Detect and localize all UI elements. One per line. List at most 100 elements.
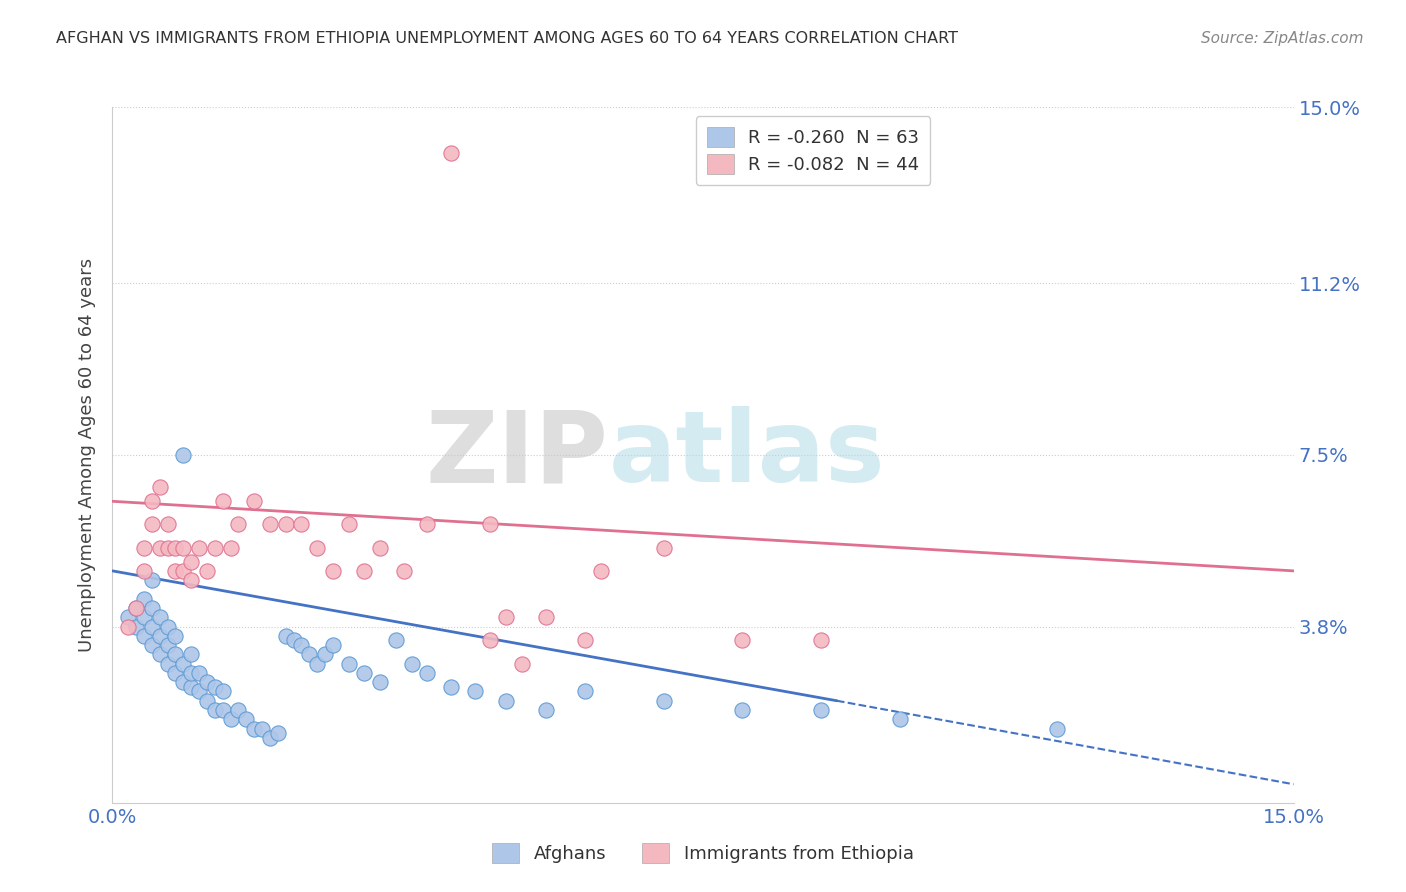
Point: [267, 726, 290, 740]
Point: [141, 638, 163, 652]
Point: [416, 665, 439, 680]
Point: [211, 684, 233, 698]
Point: [259, 731, 281, 745]
Point: [204, 680, 226, 694]
Point: [125, 601, 148, 615]
Point: [141, 494, 163, 508]
Point: [149, 541, 172, 555]
Point: [180, 573, 202, 587]
Point: [314, 648, 336, 662]
Point: [117, 619, 139, 633]
Point: [337, 657, 360, 671]
Point: [195, 694, 218, 708]
Point: [385, 633, 408, 648]
Point: [495, 694, 517, 708]
Point: [117, 610, 139, 624]
Point: [156, 517, 179, 532]
Point: [440, 680, 463, 694]
Point: [156, 541, 179, 555]
Point: [188, 684, 211, 698]
Point: [219, 712, 242, 726]
Point: [149, 480, 172, 494]
Point: [180, 680, 202, 694]
Point: [228, 703, 250, 717]
Point: [307, 657, 329, 671]
Point: [204, 541, 226, 555]
Point: [889, 712, 911, 726]
Point: [156, 657, 179, 671]
Point: [322, 564, 344, 578]
Point: [353, 564, 375, 578]
Point: [392, 564, 415, 578]
Point: [534, 703, 557, 717]
Point: [156, 638, 179, 652]
Point: [180, 648, 202, 662]
Point: [180, 665, 202, 680]
Point: [149, 648, 172, 662]
Point: [274, 517, 297, 532]
Point: [172, 657, 194, 671]
Point: [589, 564, 612, 578]
Point: [125, 619, 148, 633]
Point: [165, 564, 187, 578]
Y-axis label: Unemployment Among Ages 60 to 64 years: Unemployment Among Ages 60 to 64 years: [77, 258, 96, 652]
Text: Source: ZipAtlas.com: Source: ZipAtlas.com: [1201, 31, 1364, 46]
Point: [534, 610, 557, 624]
Point: [731, 703, 754, 717]
Point: [337, 517, 360, 532]
Point: [211, 494, 233, 508]
Point: [574, 684, 596, 698]
Point: [290, 517, 312, 532]
Point: [188, 541, 211, 555]
Point: [353, 665, 375, 680]
Point: [574, 633, 596, 648]
Point: [243, 494, 266, 508]
Point: [156, 619, 179, 633]
Point: [195, 675, 218, 690]
Point: [180, 555, 202, 569]
Point: [195, 564, 218, 578]
Point: [132, 541, 155, 555]
Point: [165, 629, 187, 643]
Point: [165, 541, 187, 555]
Point: [810, 703, 832, 717]
Point: [322, 638, 344, 652]
Point: [132, 629, 155, 643]
Point: [440, 146, 463, 161]
Point: [228, 517, 250, 532]
Text: ZIP: ZIP: [426, 407, 609, 503]
Point: [243, 722, 266, 736]
Point: [165, 665, 187, 680]
Point: [368, 675, 391, 690]
Point: [259, 517, 281, 532]
Point: [172, 541, 194, 555]
Point: [165, 648, 187, 662]
Point: [495, 610, 517, 624]
Point: [290, 638, 312, 652]
Point: [132, 610, 155, 624]
Point: [283, 633, 305, 648]
Point: [307, 541, 329, 555]
Point: [149, 629, 172, 643]
Point: [652, 694, 675, 708]
Point: [464, 684, 486, 698]
Point: [235, 712, 257, 726]
Point: [188, 665, 211, 680]
Point: [479, 633, 502, 648]
Point: [211, 703, 233, 717]
Point: [204, 703, 226, 717]
Text: AFGHAN VS IMMIGRANTS FROM ETHIOPIA UNEMPLOYMENT AMONG AGES 60 TO 64 YEARS CORREL: AFGHAN VS IMMIGRANTS FROM ETHIOPIA UNEMP…: [56, 31, 959, 46]
Point: [141, 601, 163, 615]
Point: [132, 591, 155, 606]
Point: [141, 517, 163, 532]
Point: [416, 517, 439, 532]
Point: [810, 633, 832, 648]
Point: [172, 564, 194, 578]
Point: [141, 573, 163, 587]
Point: [1046, 722, 1069, 736]
Point: [132, 564, 155, 578]
Point: [172, 448, 194, 462]
Point: [172, 675, 194, 690]
Point: [731, 633, 754, 648]
Point: [368, 541, 391, 555]
